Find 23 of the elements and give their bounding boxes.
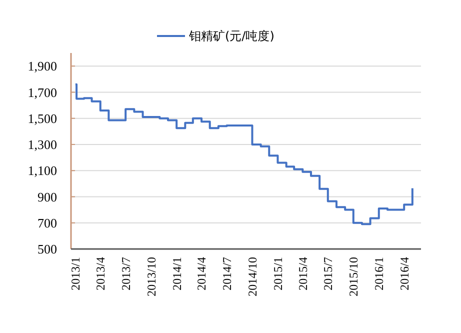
x-tick-label: 2016/1: [372, 257, 386, 290]
y-tick-label: 1,300: [28, 137, 57, 152]
y-tick-label: 700: [38, 215, 57, 230]
x-tick-label: 2015/7: [321, 257, 336, 290]
x-tick-label: 2014/1: [170, 257, 184, 290]
x-tick-label: 2013/10: [144, 257, 158, 296]
y-tick-label: 1,100: [28, 163, 57, 178]
y-tick-label: 1,500: [28, 110, 57, 126]
x-tick-label: 2013/7: [118, 257, 133, 290]
x-tick-label: 2015/4: [296, 257, 310, 290]
x-tick-label: 2016/4: [397, 257, 412, 290]
x-tick-label: 2013/4: [94, 257, 108, 290]
x-tick-label: 2014/4: [194, 257, 209, 290]
x-tick-label: 2014/10: [245, 257, 260, 296]
x-tick-label: 2015/1: [270, 257, 285, 290]
x-tick-label: 2013/1: [68, 257, 83, 290]
x-tick-label: 2014/7: [220, 257, 234, 290]
y-tick-label: 900: [38, 189, 57, 204]
legend-label: 钼精矿(元/吨度): [188, 29, 274, 44]
y-tick-label: 1,700: [28, 84, 57, 100]
x-tick-label: 2015/10: [346, 257, 361, 296]
y-tick-label: 500: [38, 242, 57, 257]
y-tick-label: 1,900: [28, 58, 57, 74]
